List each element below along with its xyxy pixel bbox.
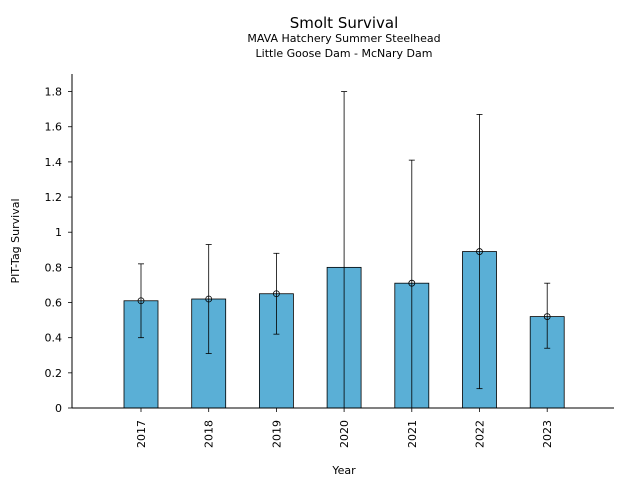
point-marker-2023 [543,313,551,320]
x-tick-label-2018: 2018 [203,420,216,448]
plot-area: 0 0.2 0.4 0.6 0.8 1 1.2 1.4 1.6 1.8 2017 2018 2019 20… [45,74,614,448]
y-tick-label-7: 1.4 [45,156,63,169]
point-marker-2021 [408,279,416,287]
y-tick-label-8: 1.6 [45,121,63,134]
x-tick-label-2020: 2020 [338,420,351,448]
y-tick-label-4: 0.8 [45,261,63,274]
point-marker-2019 [272,290,280,298]
y-tick-label-2: 0.4 [45,332,63,345]
point-marker-2022 [476,248,483,255]
chart-subtitle-line-2: Little Goose Dam - McNary Dam [256,47,433,60]
y-tick-label-1: 0.2 [45,367,63,380]
y-tick-label-6: 1.2 [45,191,63,204]
chart-title: Smolt Survival [290,14,399,32]
x-tick-label-2019: 2019 [270,420,283,448]
x-tick-label-2021: 2021 [406,420,419,448]
y-tick-label-0: 0 [55,402,62,415]
y-tick-label-3: 0.6 [45,297,63,310]
x-tick-label-2017: 2017 [135,420,148,448]
x-tick-label-2022: 2022 [474,420,487,448]
point-marker-2018 [205,295,213,303]
y-tick-label-9: 1.8 [45,86,63,99]
y-tick-label-5: 1 [55,226,62,239]
point-marker-2017 [137,297,145,305]
x-tick-label-2023: 2023 [541,420,554,448]
y-axis-label: PIT-Tag Survival [9,198,22,283]
chart-subtitle-line-1: MAVA Hatchery Summer Steelhead [247,32,440,45]
x-axis-label: Year [331,464,356,477]
